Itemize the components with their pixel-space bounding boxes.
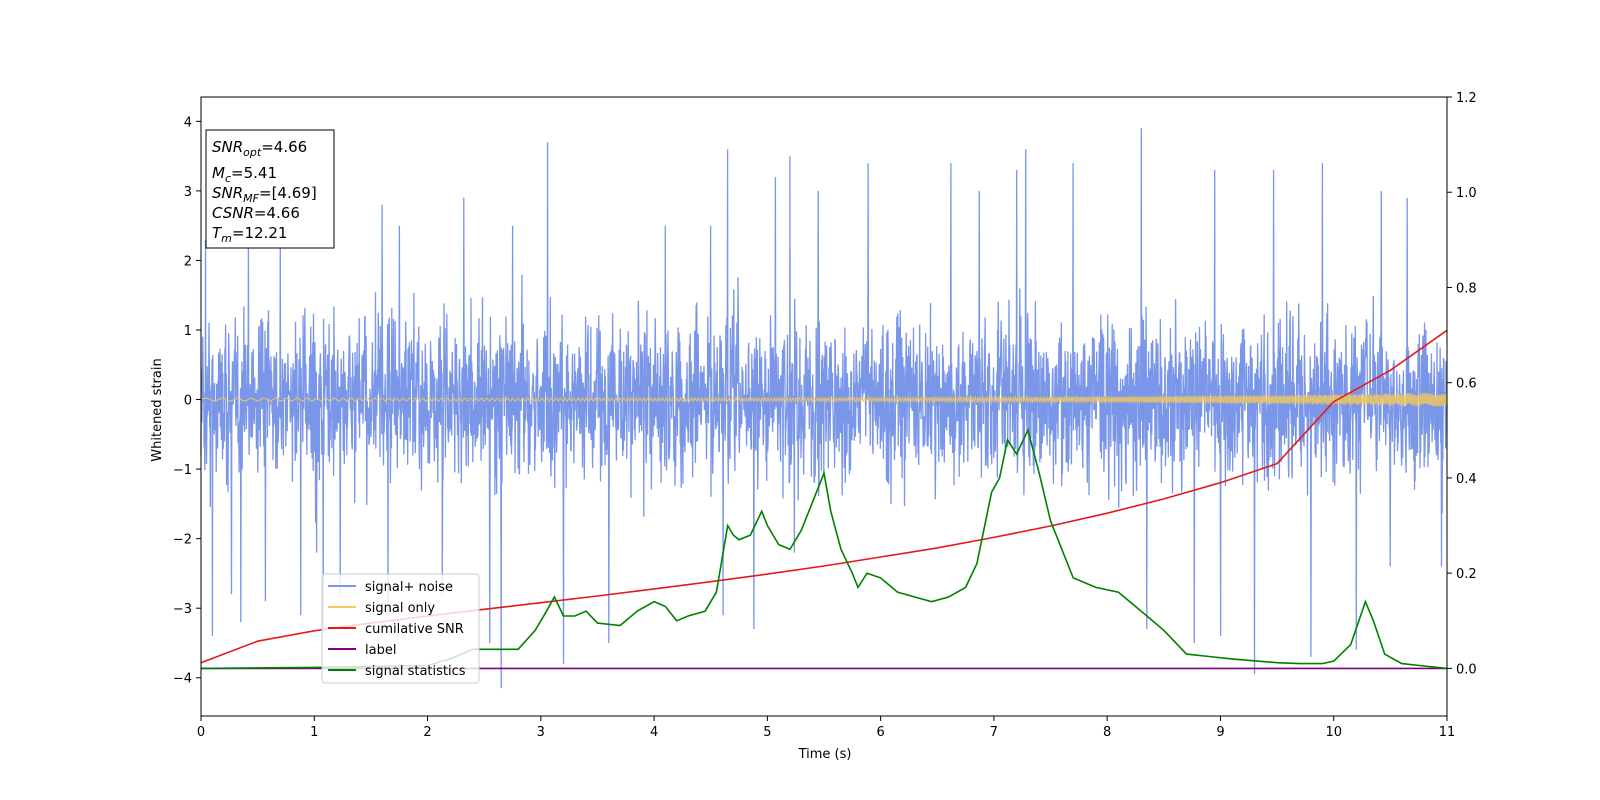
snr-opt-text: SNRopt=4.66: [212, 138, 307, 159]
y-tick-label: 1: [184, 324, 192, 339]
y2-tick-label: 0.0: [1456, 662, 1477, 677]
y2-tick-label: 1.2: [1456, 91, 1477, 106]
legend-label: signal statistics: [365, 664, 466, 679]
y-tick-label: −1: [173, 463, 192, 478]
x-tick-label: 8: [1103, 725, 1111, 740]
y-tick-label: −2: [173, 533, 192, 548]
legend-label: signal+ noise: [365, 580, 453, 595]
tm-text: Tm=12.21: [212, 224, 287, 245]
y2-tick-label: 0.8: [1456, 281, 1477, 296]
y-tick-label: 0: [184, 394, 192, 409]
series-line-signal-only: [200, 392, 1448, 407]
y2-tick-label: 1.0: [1456, 186, 1477, 201]
y2-tick-label: 0.4: [1456, 472, 1477, 487]
axes: 0 1 2 3 4 5 6 7 8 9 10 1143210−1−2−3−41.21.00.80.60…: [173, 91, 1477, 740]
x-axis-title: Time (s): [798, 747, 852, 762]
legend-frame: [321, 573, 480, 684]
x-tick-label: 6: [876, 725, 884, 740]
mc-text: Mc=5.41: [212, 164, 277, 185]
x-tick-label: 0: [197, 725, 205, 740]
x-tick-label: 3: [537, 725, 545, 740]
legend-label: signal only: [365, 601, 435, 616]
y2-tick-label: 0.2: [1456, 567, 1477, 582]
x-tick-label: 10: [1325, 725, 1342, 740]
y-tick-label: 4: [184, 115, 192, 130]
x-tick-label: 2: [423, 725, 431, 740]
series-line-signal-noise: [200, 128, 1448, 689]
x-tick-label: 11: [1439, 725, 1456, 740]
y-axis-title: Whitened strain: [150, 358, 165, 461]
x-tick-label: 4: [650, 725, 658, 740]
annotation-box: SNRopt=4.66 Mc=5.41 SNRMF=[4.69] CSNR=4.…: [205, 129, 335, 249]
y-tick-label: 2: [184, 254, 192, 269]
y-tick-label: 3: [184, 185, 192, 200]
csnr-text: CSNR=4.66: [212, 204, 300, 222]
x-tick-label: 7: [990, 725, 998, 740]
plot-frame: [200, 96, 1448, 717]
snr-mf-text: SNRMF=[4.69]: [212, 184, 317, 205]
legend-label: label: [365, 643, 396, 658]
series-line-signal-statistics: [200, 427, 1448, 670]
y2-tick-label: 0.6: [1456, 377, 1477, 392]
x-tick-label: 9: [1216, 725, 1224, 740]
x-tick-label: 1: [310, 725, 318, 740]
legend: signal+ noise signal only cumilative SNR la…: [321, 573, 480, 684]
legend-label: cumilative SNR: [365, 622, 464, 637]
x-tick-label: 5: [763, 725, 771, 740]
y-tick-label: −4: [173, 672, 192, 687]
y-tick-label: −3: [173, 602, 192, 617]
